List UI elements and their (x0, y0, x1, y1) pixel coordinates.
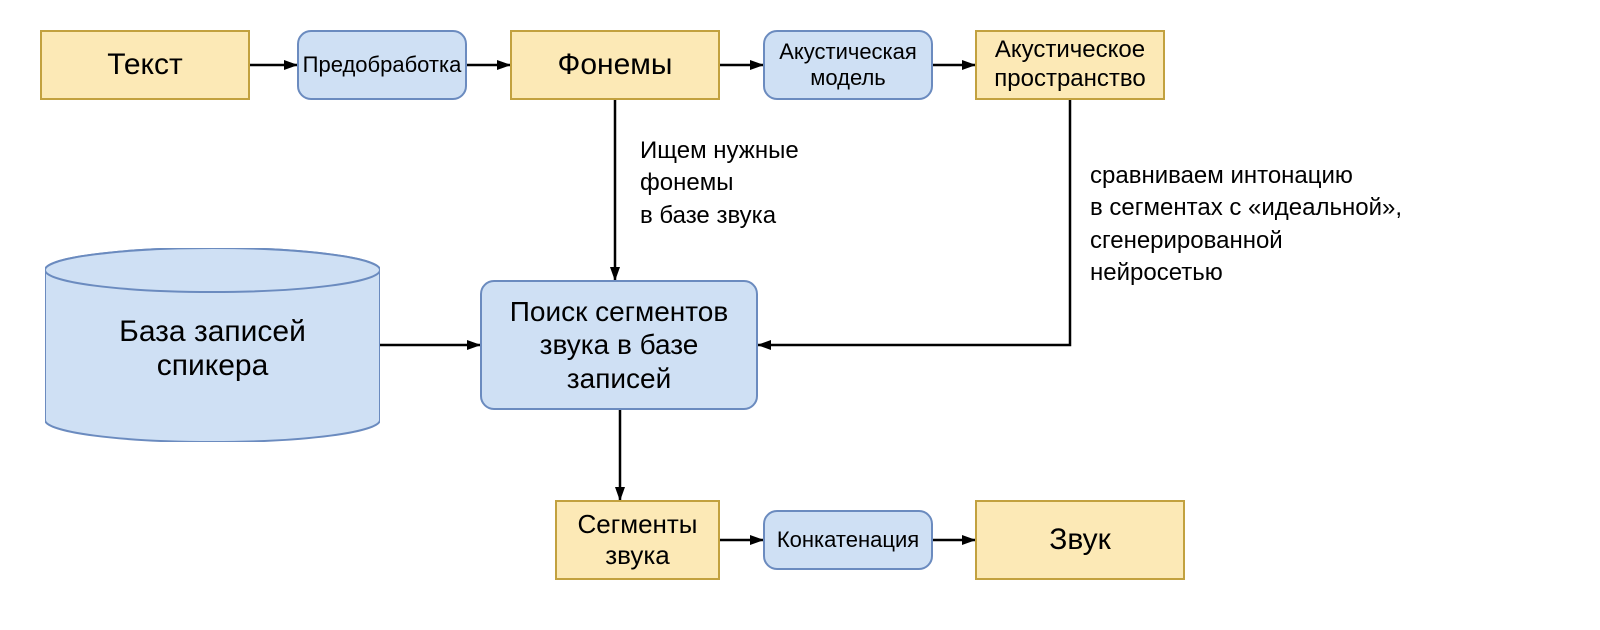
node-preproc-label: Предобработка (293, 48, 472, 82)
edge-acspace-to-search (758, 100, 1070, 345)
node-phonemes-label: Фонемы (548, 43, 683, 87)
node-database-cylinder: База записей спикера (45, 248, 380, 442)
node-sound-label: Звук (1039, 518, 1121, 562)
node-concatenation: Конкатенация (763, 510, 933, 570)
cylinder-label: База записей спикера (45, 315, 380, 383)
node-acmodel-label: Акустическая модель (769, 35, 927, 96)
annotation-compare-intonation: сравниваем интонацию в сегментах с «идеа… (1090, 160, 1402, 290)
node-sound-segments: Сегменты звука (555, 500, 720, 580)
node-concat-label: Конкатенация (767, 523, 929, 557)
node-preprocessing: Предобработка (297, 30, 467, 100)
node-search-label: Поиск сегментов звука в базе записей (500, 291, 738, 400)
flowchart-canvas: База записей спикера Текст Предобработка… (0, 0, 1600, 630)
node-segment-search: Поиск сегментов звука в базе записей (480, 280, 758, 410)
node-sound: Звук (975, 500, 1185, 580)
node-phonemes: Фонемы (510, 30, 720, 100)
node-acoustic-space: Акустическое пространство (975, 30, 1165, 100)
node-segments-label: Сегменты звука (567, 505, 707, 575)
node-text: Текст (40, 30, 250, 100)
node-acoustic-model: Акустическая модель (763, 30, 933, 100)
annotation-phoneme-search: Ищем нужные фонемы в базе звука (640, 135, 799, 232)
node-acspace-label: Акустическое пространство (984, 32, 1155, 98)
node-text-label: Текст (97, 43, 193, 87)
